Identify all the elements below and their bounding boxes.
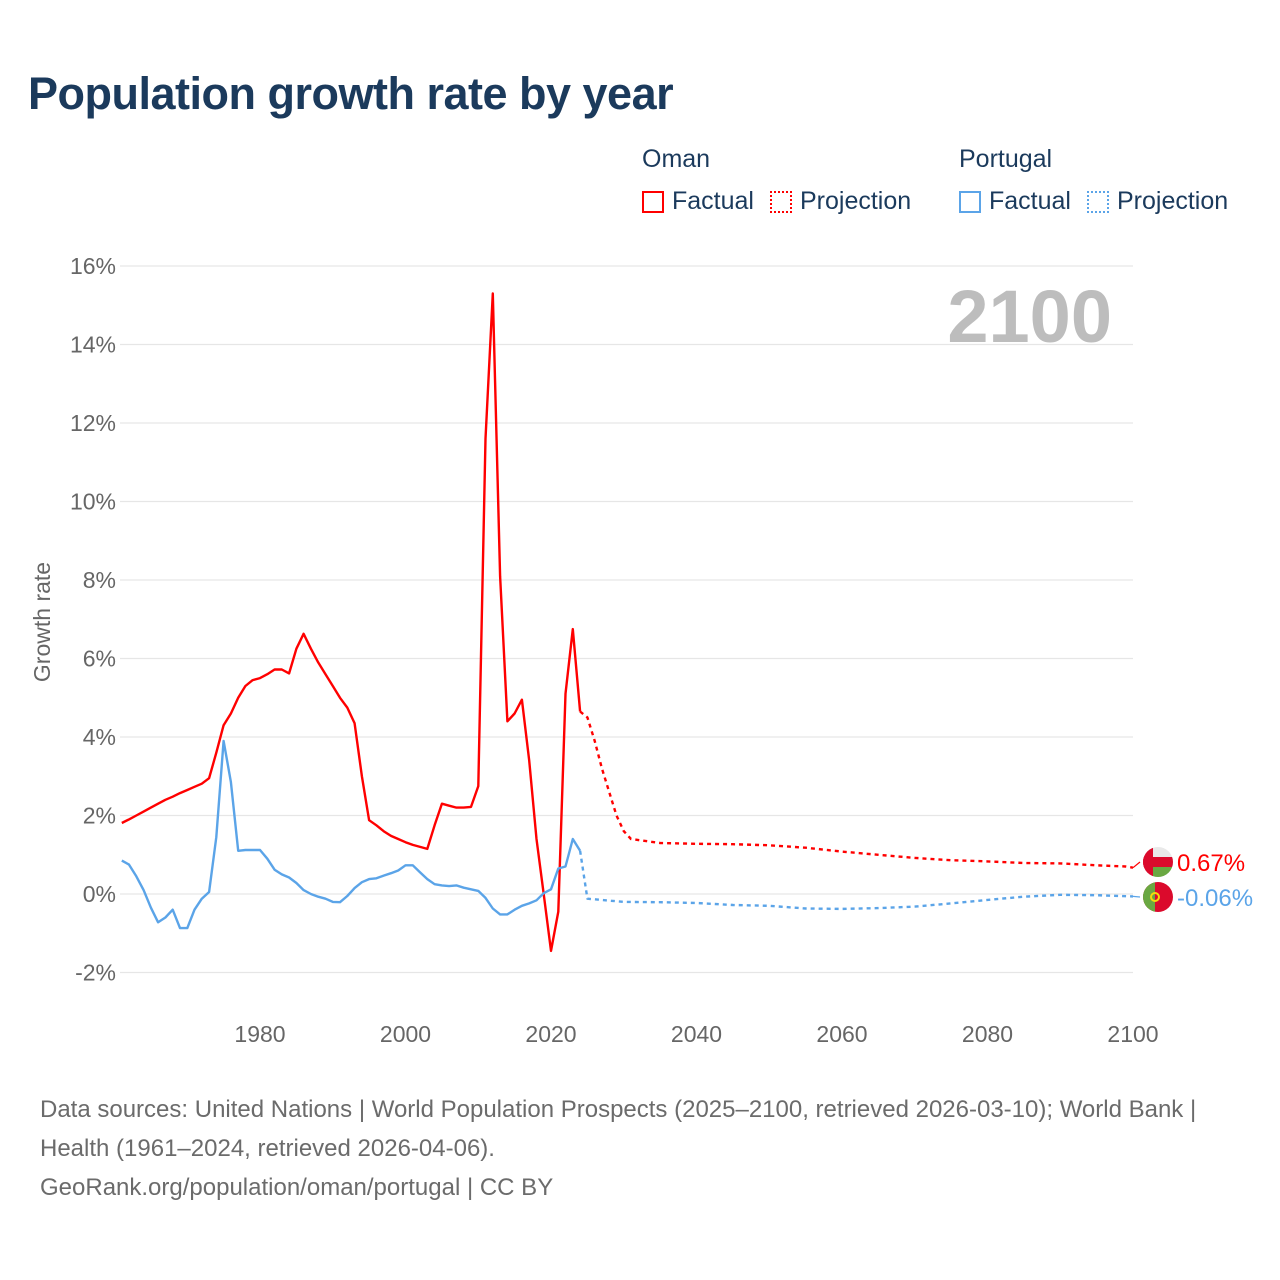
y-tick-label: -2% xyxy=(75,960,116,986)
legend-label: Factual xyxy=(989,187,1071,215)
flag-red-bar xyxy=(1143,847,1153,877)
series-oman-projection xyxy=(579,710,1134,869)
flag-emblem xyxy=(1150,892,1160,902)
legend-label: Projection xyxy=(1116,187,1229,215)
oman-flag-icon xyxy=(1143,847,1173,877)
legend-oman: Factual Projection xyxy=(642,187,927,216)
x-tick-label: 2080 xyxy=(962,1021,1013,1047)
y-tick-label: 14% xyxy=(70,332,116,358)
legend-swatch-solid xyxy=(959,190,981,213)
chart-title: Population growth rate by year xyxy=(28,68,674,119)
flag-green xyxy=(1153,867,1173,877)
y-tick-label: 12% xyxy=(70,410,116,436)
flag-body xyxy=(1143,882,1173,912)
connector-line xyxy=(1132,895,1141,898)
end-labels: 0.67% -0.06% xyxy=(1132,847,1253,912)
legend-oman-factual[interactable]: Factual xyxy=(642,187,754,216)
year-overlay: 2100 xyxy=(947,275,1112,358)
legend-oman-projection[interactable]: Projection xyxy=(769,187,912,216)
legend-group-oman: Oman xyxy=(642,145,711,173)
series-oman-factual xyxy=(121,292,582,953)
flag-green xyxy=(1143,882,1155,912)
y-axis-label: Growth rate xyxy=(29,562,55,682)
end-value-label: -0.06% xyxy=(1177,885,1253,912)
x-tick-label: 2020 xyxy=(525,1021,576,1047)
flag-red xyxy=(1143,857,1173,867)
footer: Data sources: United Nations | World Pop… xyxy=(40,1090,1240,1207)
legend-portugal: Factual Projection xyxy=(959,187,1244,216)
y-tick-label: 0% xyxy=(83,881,116,907)
x-tick-label: 1980 xyxy=(234,1021,285,1047)
y-tick-label: 4% xyxy=(83,724,116,750)
legend-portugal-factual[interactable]: Factual xyxy=(959,187,1071,216)
legend-label: Factual xyxy=(672,187,754,215)
y-tick-label: 2% xyxy=(83,803,116,829)
gridlines xyxy=(120,265,1133,974)
y-axis-ticks: -2% 0% 2% 4% 6% 8% 10% 12% 14% 16% xyxy=(70,253,116,986)
x-tick-label: 2060 xyxy=(816,1021,867,1047)
y-tick-label: 6% xyxy=(83,646,116,672)
flag-body xyxy=(1143,847,1173,877)
portugal-flag-icon xyxy=(1143,882,1173,912)
legend-label: Projection xyxy=(799,187,912,215)
end-value-label: 0.67% xyxy=(1177,850,1245,877)
y-tick-label: 16% xyxy=(70,253,116,279)
y-tick-label: 10% xyxy=(70,489,116,515)
legend-swatch-solid xyxy=(642,190,664,213)
connector-line xyxy=(1132,861,1141,869)
line-chart: -2% 0% 2% 4% 6% 8% 10% 12% 14% 16% 1980 2000 2020 20… xyxy=(29,253,1253,1047)
x-tick-label: 2000 xyxy=(380,1021,431,1047)
legend-portugal-projection[interactable]: Projection xyxy=(1086,187,1229,216)
series-lines xyxy=(121,292,1134,953)
legend-swatch-dotted xyxy=(1086,190,1109,213)
series-portugal-factual xyxy=(121,739,582,930)
x-tick-label: 2040 xyxy=(671,1021,722,1047)
data-sources: Data sources: United Nations | World Pop… xyxy=(40,1096,1197,1162)
credit-link[interactable]: GeoRank.org/population/oman/portugal | C… xyxy=(40,1174,554,1201)
series-portugal-projection xyxy=(578,850,1134,911)
x-tick-label: 2100 xyxy=(1107,1021,1158,1047)
y-tick-label: 8% xyxy=(83,567,116,593)
legend-swatch-dotted xyxy=(769,190,792,213)
x-axis-ticks: 1980 2000 2020 2040 2060 2080 2100 xyxy=(234,1021,1158,1047)
legend-group-portugal: Portugal xyxy=(959,145,1053,173)
